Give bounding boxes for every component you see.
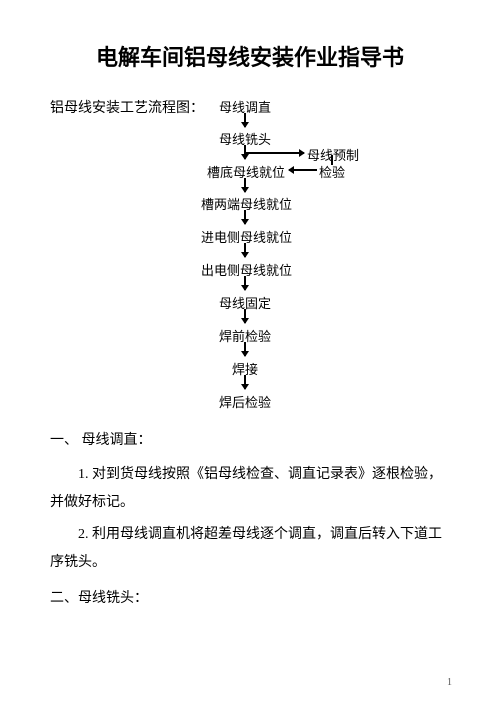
arrow: [246, 152, 304, 154]
flow-node-11: 焊后检验: [219, 392, 271, 411]
arrow: [244, 375, 246, 389]
flow-node-6: 进电侧母线就位: [201, 227, 292, 246]
intro-text: 铝母线安装工艺流程图：: [50, 97, 204, 462]
arrow: [244, 276, 246, 290]
section-2-heading: 二、母线铣头：: [50, 585, 450, 613]
intro-row: 铝母线安装工艺流程图： 母线调直 母线铣头 母线预制 槽底母线就位 检验 槽两端…: [50, 97, 450, 467]
section-1-p2: 2. 利用母线调直机将超差母线逐个调直，调直后转入下道工序铣头。: [50, 521, 450, 577]
arrow: [244, 243, 246, 257]
page-title: 电解车间铝母线安装作业指导书: [50, 40, 450, 72]
section-1-p1: 1. 对到货母线按照《铝母线检查、调直记录表》逐根检验，并做好标记。: [50, 461, 450, 517]
arrow: [289, 169, 317, 171]
flow-node-7: 出电侧母线就位: [201, 260, 292, 279]
flow-node-3: 槽底母线就位: [207, 162, 285, 181]
arrow: [244, 342, 246, 356]
page-number: 1: [447, 677, 452, 688]
line: [331, 155, 333, 165]
arrow: [244, 210, 246, 224]
flow-node-5: 槽两端母线就位: [201, 194, 292, 213]
arrow: [244, 309, 246, 323]
flowchart: 母线调直 母线铣头 母线预制 槽底母线就位 检验 槽两端母线就位 进电侧母线就位…: [199, 97, 450, 467]
arrow: [244, 113, 246, 127]
arrow: [244, 178, 246, 192]
